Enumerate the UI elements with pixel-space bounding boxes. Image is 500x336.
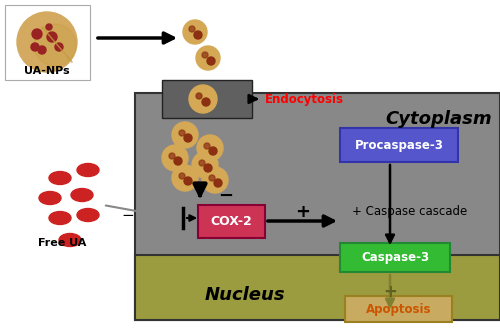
Circle shape: [17, 12, 77, 72]
Text: −: −: [122, 209, 134, 223]
Text: −: −: [218, 187, 233, 205]
Circle shape: [207, 57, 215, 65]
Circle shape: [197, 135, 223, 161]
Circle shape: [209, 147, 217, 155]
Bar: [345, 296, 452, 322]
Text: Apoptosis: Apoptosis: [366, 302, 431, 316]
Circle shape: [184, 134, 192, 142]
Text: +: +: [296, 203, 310, 221]
Circle shape: [32, 29, 42, 39]
Circle shape: [196, 93, 202, 99]
Ellipse shape: [59, 234, 81, 247]
Circle shape: [34, 24, 76, 66]
Text: Endocytosis: Endocytosis: [265, 92, 344, 106]
Circle shape: [46, 24, 52, 30]
Circle shape: [172, 122, 198, 148]
Ellipse shape: [39, 192, 61, 205]
Text: + Caspase cascade: + Caspase cascade: [352, 206, 467, 218]
Circle shape: [47, 32, 57, 42]
Bar: [340, 128, 458, 162]
Circle shape: [183, 20, 207, 44]
Text: Cytoplasm: Cytoplasm: [386, 110, 492, 128]
Ellipse shape: [77, 209, 99, 221]
Circle shape: [184, 177, 192, 185]
Circle shape: [214, 179, 222, 187]
Bar: [162, 80, 252, 118]
Circle shape: [38, 46, 46, 54]
Bar: [135, 255, 500, 320]
Circle shape: [172, 165, 198, 191]
Circle shape: [192, 152, 218, 178]
Text: +: +: [383, 283, 397, 301]
Bar: [5, 5, 90, 80]
Circle shape: [55, 43, 63, 51]
Circle shape: [162, 145, 188, 171]
Circle shape: [189, 85, 217, 113]
Circle shape: [179, 130, 185, 136]
Circle shape: [202, 98, 210, 106]
Circle shape: [202, 167, 228, 193]
Circle shape: [202, 52, 208, 58]
Ellipse shape: [49, 211, 71, 224]
Bar: [198, 205, 265, 238]
Circle shape: [209, 175, 215, 181]
Ellipse shape: [71, 188, 93, 202]
Bar: [135, 93, 500, 320]
Circle shape: [189, 26, 195, 32]
Text: Nucleus: Nucleus: [204, 286, 286, 304]
Text: COX-2: COX-2: [210, 215, 252, 228]
Circle shape: [179, 173, 185, 179]
Circle shape: [169, 153, 175, 159]
Text: UA-NPs: UA-NPs: [24, 66, 70, 76]
Circle shape: [204, 164, 212, 172]
Ellipse shape: [49, 171, 71, 184]
Circle shape: [31, 43, 39, 51]
Circle shape: [199, 160, 205, 166]
Text: Procaspase-3: Procaspase-3: [354, 138, 444, 152]
Text: Free UA: Free UA: [38, 238, 86, 248]
Circle shape: [194, 31, 202, 39]
Circle shape: [204, 143, 210, 149]
Text: Caspase-3: Caspase-3: [361, 251, 429, 264]
Circle shape: [174, 157, 182, 165]
Circle shape: [196, 46, 220, 70]
Bar: [340, 243, 450, 272]
Ellipse shape: [77, 164, 99, 176]
